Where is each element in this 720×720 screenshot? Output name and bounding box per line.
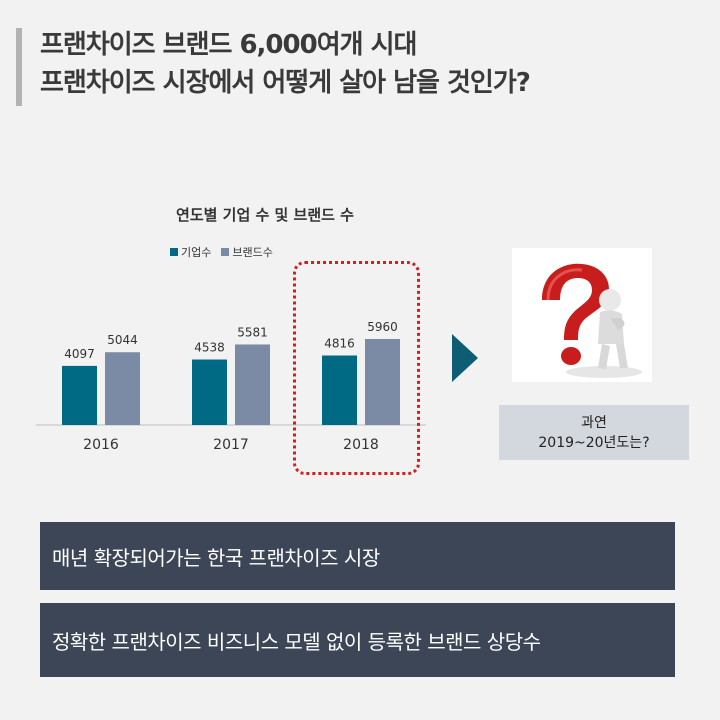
x-tick-label-2016: 2016 [83,437,119,453]
page-title: 프랜차이즈 브랜드 6,000여개 시대 프랜차이즈 시장에서 어떻게 살아 남… [40,26,531,102]
chart-legend: 기업수 브랜드수 [170,244,273,260]
bar-brands-2018 [365,339,400,425]
legend-swatch-brands [221,248,230,256]
bar-brands-2017 [235,344,270,425]
highlight-2018-box [293,261,420,475]
data-label-companies-2017: 4538 [194,341,225,355]
x-tick-label-2018: 2018 [343,437,379,453]
legend-swatch-companies [170,248,178,256]
x-tick-label-2017: 2017 [213,437,249,453]
legend-item-companies: 기업수 [170,244,211,260]
data-label-companies-2018: 4816 [324,337,355,351]
right-arrow-icon [452,334,478,382]
data-label-companies-2016: 4097 [64,347,95,361]
bar-companies-2016 [62,365,97,425]
bar-companies-2018 [322,355,357,425]
bar-companies-2017 [192,359,227,425]
banner-brand-issue: 정확한 프랜차이즈 비즈니스 모델 없이 등록한 브랜드 상당수 [40,603,675,677]
title-line-2: 프랜차이즈 시장에서 어떻게 살아 남을 것인가? [40,68,531,98]
title-line-1: 프랜차이즈 브랜드 6,000여개 시대 [40,30,417,60]
legend-label-brands: 브랜드수 [232,246,273,259]
question-box: 과연 2019~20년도는? [499,405,689,460]
data-label-brands-2018: 5960 [367,320,398,334]
question-mark-figure-icon [512,248,652,382]
title-accent-bar [16,28,22,106]
chart-title: 연도별 기업 수 및 브랜드 수 [176,206,354,224]
data-label-brands-2016: 5044 [107,333,138,347]
question-line-1: 과연 [581,414,607,431]
question-line-2: 2019~20년도는? [538,434,650,451]
legend-label-companies: 기업수 [181,246,212,259]
bar-brands-2016 [105,352,140,425]
banner-market-growth: 매년 확장되어가는 한국 프랜차이즈 시장 [40,522,675,590]
legend-item-brands: 브랜드수 [221,244,273,260]
data-label-brands-2017: 5581 [237,325,268,339]
